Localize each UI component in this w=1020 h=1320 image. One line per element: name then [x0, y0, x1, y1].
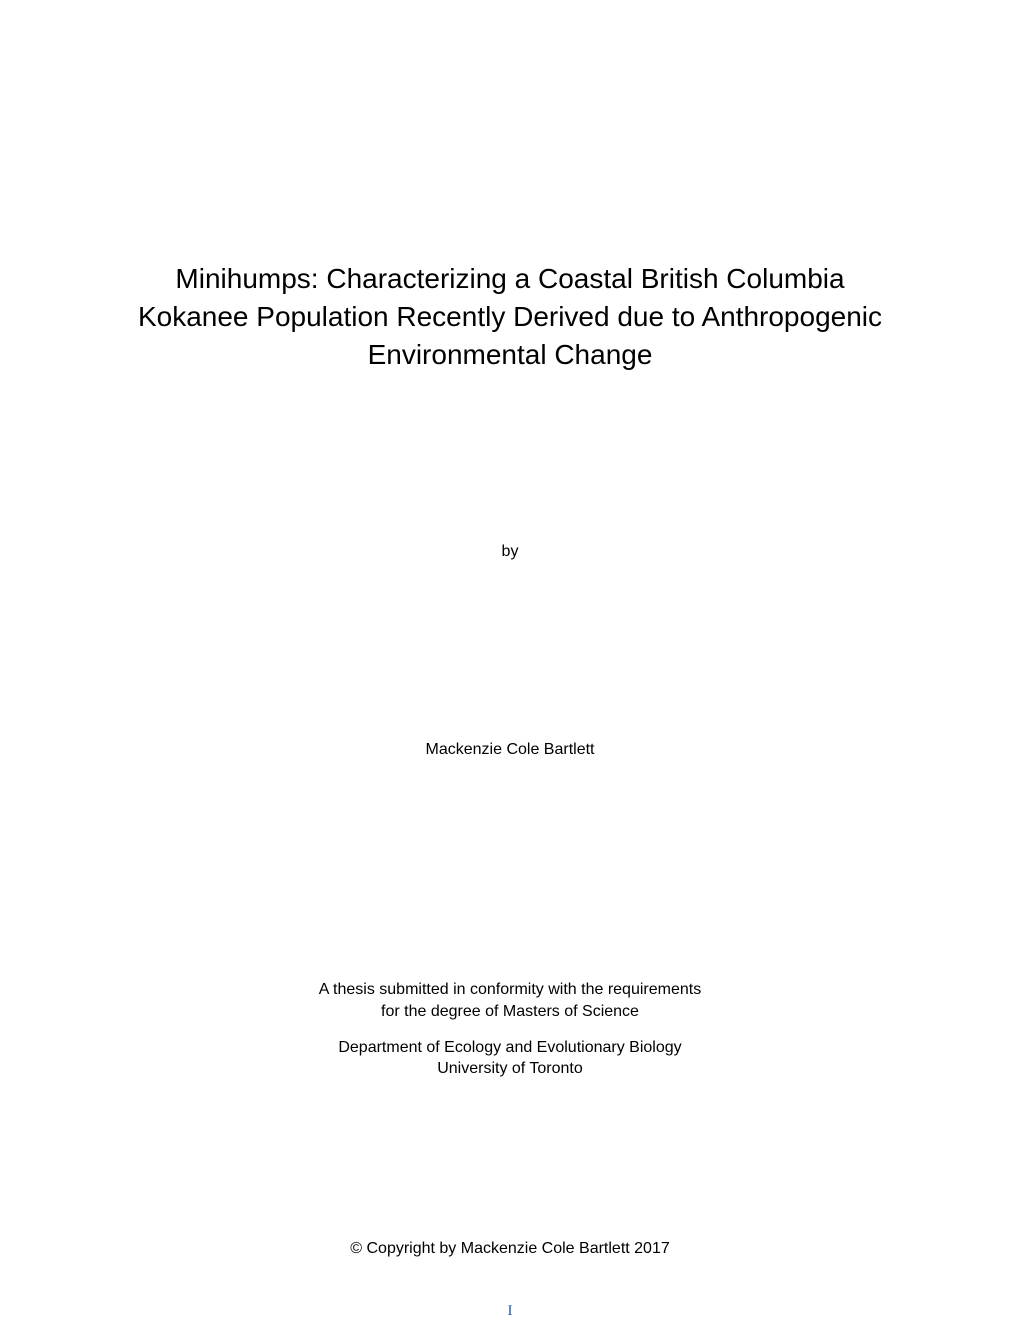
department-block: Department of Ecology and Evolutionary B… [338, 1037, 681, 1080]
thesis-statement: A thesis submitted in conformity with th… [319, 979, 701, 1022]
author-name: Mackenzie Cole Bartlett [426, 741, 595, 759]
thesis-line-1: A thesis submitted in conformity with th… [319, 979, 701, 1001]
thesis-title: Minihumps: Characterizing a Coastal Brit… [130, 260, 890, 373]
copyright-notice: © Copyright by Mackenzie Cole Bartlett 2… [350, 1240, 670, 1258]
page-number: I [508, 1303, 513, 1320]
department-line-2: University of Toronto [338, 1058, 681, 1080]
by-label: by [502, 543, 519, 561]
department-line-1: Department of Ecology and Evolutionary B… [338, 1037, 681, 1059]
thesis-line-2: for the degree of Masters of Science [319, 1001, 701, 1023]
title-page: Minihumps: Characterizing a Coastal Brit… [0, 0, 1020, 1320]
